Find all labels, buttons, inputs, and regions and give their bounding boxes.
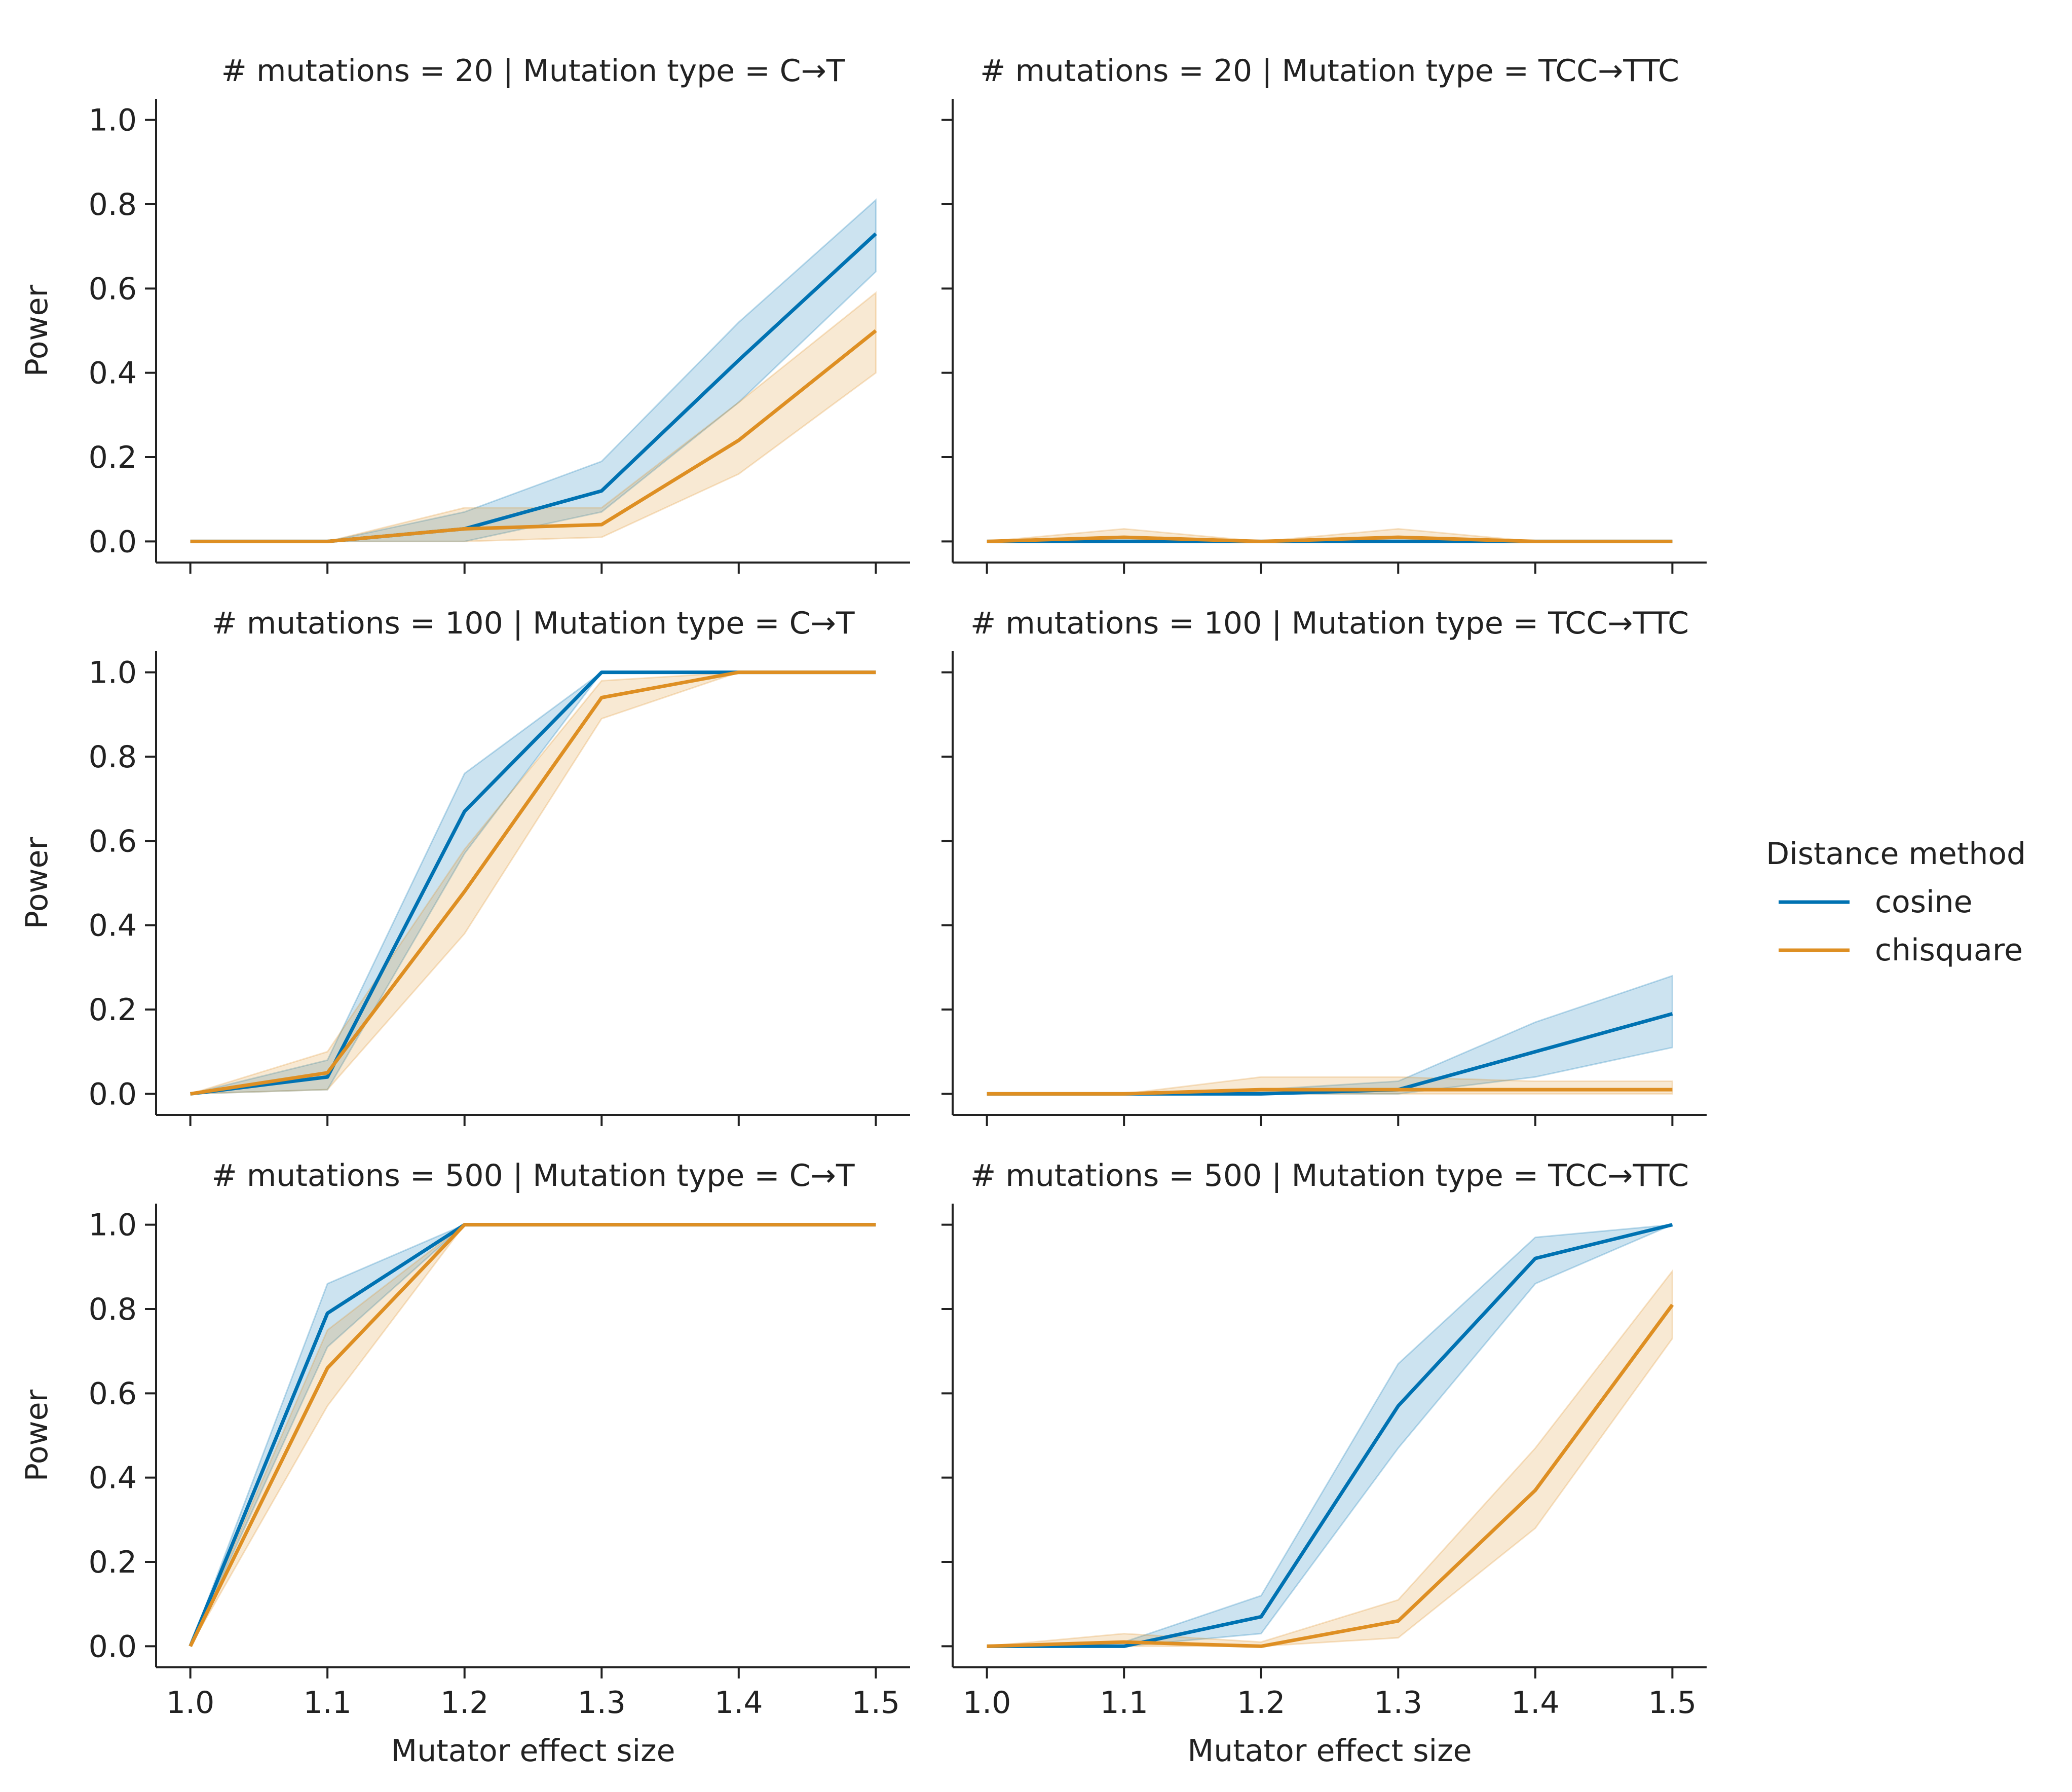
x-tick-label: 1.1 [303,1685,351,1721]
y-tick-label: 0.4 [89,1461,137,1496]
y-axis-label: Power [19,1389,55,1481]
facet-panel: # mutations = 100 | Mutation type = C→T 0… [19,606,910,1126]
y-tick-label: 1.0 [89,103,137,138]
x-tick-label: 1.5 [1648,1685,1697,1721]
y-tick-label: 0.6 [89,271,137,307]
x-tick-label: 1.0 [963,1685,1011,1721]
y-tick-label: 0.2 [89,992,137,1028]
x-tick-label: 1.2 [440,1685,488,1721]
y-tick-label: 0.0 [89,524,137,559]
legend-label-cosine: cosine [1875,884,1973,920]
facet-panels: # mutations = 20 | Mutation type = C→T 0.… [19,53,1707,1769]
y-axis-label: Power [19,284,55,377]
y-tick-label: 0.6 [89,1376,137,1411]
x-tick-label: 1.0 [166,1685,214,1721]
legend-items: cosine chisquare [1779,884,2023,968]
series-line-chisquare [191,1225,876,1647]
y-tick-label: 0.6 [89,824,137,859]
y-tick-label: 0.4 [89,908,137,944]
y-tick-label: 0.2 [89,440,137,475]
facet-panel: # mutations = 500 | Mutation type = C→T 0… [19,1158,910,1769]
panel-title: # mutations = 100 | Mutation type = C→T [212,606,855,641]
panel-title: # mutations = 500 | Mutation type = TCC→… [970,1158,1689,1193]
legend: Distance method cosine chisquare [1766,836,2026,968]
x-tick-label: 1.4 [714,1685,763,1721]
facet-panel: # mutations = 100 | Mutation type = TCC→… [941,606,1707,1126]
x-axis-label: Mutator effect size [391,1733,675,1769]
legend-title: Distance method [1766,836,2026,872]
ci-band-chisquare [987,1271,1673,1646]
ci-band-cosine [987,976,1673,1094]
y-tick-label: 0.0 [89,1629,137,1664]
x-axis-label: Mutator effect size [1187,1733,1472,1769]
x-tick-label: 1.3 [1374,1685,1422,1721]
x-tick-label: 1.3 [578,1685,626,1721]
x-tick-label: 1.2 [1237,1685,1285,1721]
panel-title: # mutations = 20 | Mutation type = C→T [221,53,845,89]
y-tick-label: 1.0 [89,1208,137,1243]
facet-panel: # mutations = 500 | Mutation type = TCC→… [941,1158,1707,1769]
ci-band-cosine [191,200,876,542]
y-tick-label: 0.8 [89,1292,137,1327]
y-tick-label: 0.2 [89,1545,137,1580]
legend-label-chisquare: chisquare [1875,932,2023,968]
panel-title: # mutations = 100 | Mutation type = TCC→… [970,606,1689,641]
facet-panel: # mutations = 20 | Mutation type = TCC→T… [941,53,1707,574]
x-tick-label: 1.4 [1511,1685,1559,1721]
y-tick-label: 1.0 [89,655,137,691]
y-tick-label: 0.8 [89,739,137,775]
facet-panel: # mutations = 20 | Mutation type = C→T 0.… [19,53,910,574]
panel-title: # mutations = 500 | Mutation type = C→T [212,1158,855,1193]
y-tick-label: 0.8 [89,187,137,222]
panel-title: # mutations = 20 | Mutation type = TCC→T… [980,53,1679,89]
x-tick-label: 1.5 [852,1685,900,1721]
y-tick-label: 0.4 [89,356,137,391]
ci-band-cosine [191,673,876,1094]
y-tick-label: 0.0 [89,1076,137,1112]
y-axis-label: Power [19,837,55,929]
x-tick-label: 1.1 [1100,1685,1148,1721]
